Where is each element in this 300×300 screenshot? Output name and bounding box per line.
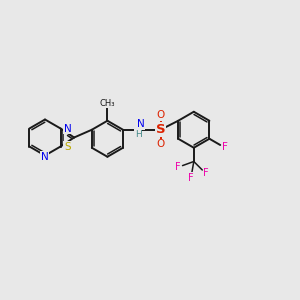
Text: F: F (203, 168, 208, 178)
Text: N: N (64, 124, 72, 134)
Text: F: F (222, 142, 228, 152)
Text: N: N (41, 152, 49, 162)
Text: S: S (64, 142, 71, 152)
Text: N: N (136, 119, 144, 129)
Text: CH₃: CH₃ (100, 99, 115, 108)
Text: H: H (135, 130, 141, 139)
Text: S: S (156, 123, 165, 136)
Text: F: F (175, 162, 181, 172)
Text: F: F (188, 173, 194, 183)
Text: O: O (156, 110, 165, 120)
Text: O: O (156, 139, 165, 149)
